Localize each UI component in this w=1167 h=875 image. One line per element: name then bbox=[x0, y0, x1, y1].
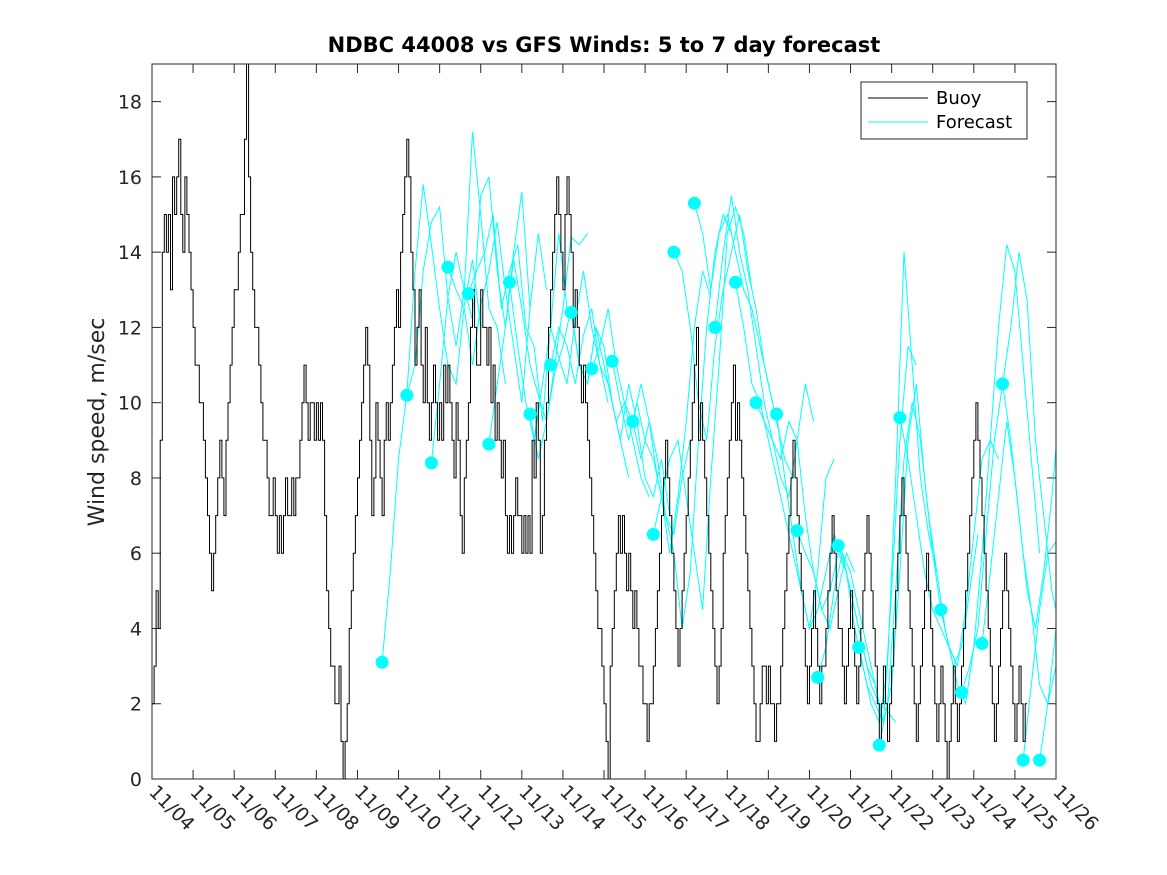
forecast-line-17 bbox=[735, 282, 835, 629]
chart-title: NDBC 44008 vs GFS Winds: 5 to 7 day fore… bbox=[328, 33, 881, 57]
forecast-line-9 bbox=[570, 312, 671, 516]
forecast-point-7 bbox=[523, 407, 537, 421]
forecast-point-13 bbox=[646, 527, 660, 541]
forecast-line-30 bbox=[1022, 541, 1057, 761]
forecast-point-8 bbox=[544, 358, 558, 372]
y-tick-label-5: 10 bbox=[118, 393, 142, 415]
forecast-line-6 bbox=[509, 270, 609, 441]
forecast-point-24 bbox=[872, 738, 886, 752]
plot-frame bbox=[151, 63, 1057, 780]
y-tick-label-9: 18 bbox=[118, 92, 142, 114]
buoy-line bbox=[152, 63, 1028, 780]
plot-area bbox=[152, 64, 1056, 779]
forecast-point-2 bbox=[424, 456, 438, 470]
legend-forecast-label: Forecast bbox=[936, 112, 1012, 133]
forecast-line-2 bbox=[430, 176, 531, 463]
y-tick-label-2: 4 bbox=[130, 618, 142, 640]
y-tick-label-6: 12 bbox=[118, 317, 142, 339]
forecast-line-10 bbox=[591, 308, 691, 537]
forecast-point-22 bbox=[831, 539, 845, 553]
forecast-point-4 bbox=[461, 287, 475, 301]
forecast-point-0 bbox=[375, 655, 389, 669]
legend: Buoy Forecast bbox=[860, 81, 1028, 140]
forecast-point-18 bbox=[749, 396, 763, 410]
forecast-point-31 bbox=[1033, 753, 1047, 767]
forecast-point-19 bbox=[770, 407, 784, 421]
forecast-point-5 bbox=[482, 437, 496, 451]
forecast-point-15 bbox=[687, 196, 701, 210]
forecast-point-23 bbox=[852, 640, 866, 654]
forecast-point-12 bbox=[626, 415, 640, 428]
forecast-point-14 bbox=[667, 245, 681, 259]
data-layer bbox=[152, 63, 1057, 780]
forecast-point-26 bbox=[934, 603, 948, 617]
forecast-point-1 bbox=[400, 388, 414, 402]
forecast-line-31 bbox=[1039, 628, 1057, 761]
forecast-point-11 bbox=[605, 354, 619, 368]
forecast-line-26 bbox=[940, 244, 1041, 706]
y-axis-label: Wind speed, m/sec bbox=[85, 318, 110, 527]
y-tick-label-4: 8 bbox=[130, 468, 142, 490]
forecast-line-21 bbox=[817, 346, 917, 723]
forecast-point-10 bbox=[585, 362, 599, 376]
forecast-point-30 bbox=[1016, 753, 1030, 767]
forecast-point-28 bbox=[975, 637, 989, 650]
forecast-point-17 bbox=[729, 275, 742, 289]
forecast-point-27 bbox=[955, 685, 968, 699]
forecast-line-1 bbox=[406, 131, 506, 396]
forecast-line-15 bbox=[693, 203, 794, 479]
forecast-point-9 bbox=[564, 305, 578, 319]
y-tick-label-0: 0 bbox=[130, 769, 142, 791]
y-tick-label-3: 6 bbox=[130, 543, 142, 565]
forecast-line-27 bbox=[961, 252, 1057, 693]
forecast-line-29 bbox=[1002, 383, 1057, 629]
forecast-line-0 bbox=[381, 184, 482, 663]
forecast-point-16 bbox=[708, 320, 722, 334]
forecast-line-13 bbox=[652, 205, 753, 610]
legend-box bbox=[860, 81, 1028, 140]
forecast-point-6 bbox=[503, 275, 516, 289]
y-axis: 0 2 4 6 8 10 12 14 16 18 bbox=[118, 92, 1056, 791]
forecast-point-29 bbox=[996, 377, 1010, 391]
forecast-point-3 bbox=[441, 260, 455, 274]
forecast-point-20 bbox=[790, 524, 804, 538]
y-tick-label-7: 14 bbox=[118, 242, 142, 264]
forecast-point-21 bbox=[811, 670, 825, 684]
y-tick-label-8: 16 bbox=[118, 167, 142, 189]
forecast-line-3 bbox=[447, 222, 547, 403]
forecast-line-8 bbox=[550, 308, 650, 497]
legend-buoy-label: Buoy bbox=[936, 88, 982, 109]
y-tick-label-1: 2 bbox=[130, 694, 142, 716]
forecast-line-14 bbox=[673, 214, 773, 441]
forecast-point-25 bbox=[893, 411, 907, 425]
